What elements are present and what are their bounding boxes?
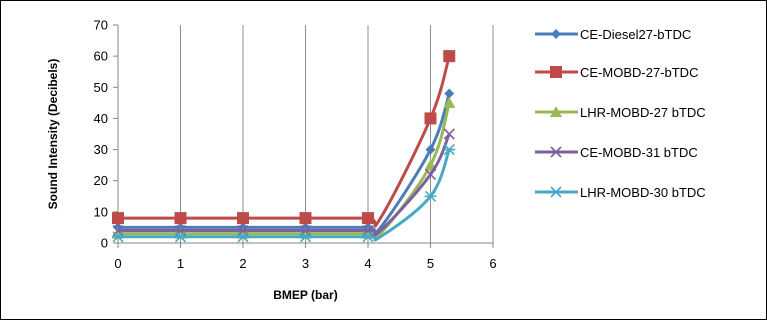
axes: 0 10 20 30 40 50 60 70 0 1 2 3 4 5 6: [94, 18, 497, 272]
legend-marker: [550, 146, 562, 158]
x-tick-label: 6: [489, 256, 496, 271]
y-tick-label: 30: [94, 142, 108, 157]
x-tick-label: 2: [239, 256, 246, 271]
legend-label: LHR-MOBD-30 bTDC: [580, 185, 706, 200]
data-point: [444, 88, 455, 99]
legend-entry: CE-MOBD-27-bTDC: [535, 65, 698, 80]
legend: CE-Diesel27-bTDC CE-MOBD-27-bTDC LHR-MOBD-…: [535, 27, 706, 200]
legend-label: CE-Diesel27-bTDC: [580, 27, 691, 42]
series-line: [117, 93, 451, 236]
x-tick-label: 4: [364, 256, 371, 271]
legend-label: LHR-MOBD-27 bTDC: [580, 105, 706, 120]
y-tick-label: 20: [94, 173, 108, 188]
data-point: [299, 231, 312, 243]
data-point: [174, 212, 187, 225]
series-line: [118, 133, 451, 237]
series-5: [112, 144, 456, 243]
series-1: [113, 88, 455, 236]
x-tick-label: 0: [114, 256, 121, 271]
x-axis-title: BMEP (bar): [273, 288, 337, 302]
legend-marker: [550, 66, 562, 78]
data-point: [299, 212, 312, 225]
data-point: [424, 168, 437, 181]
data-point: [237, 231, 249, 243]
y-tick-label: 70: [94, 18, 108, 33]
y-axis-title: Sound Intensity (Decibels): [46, 59, 60, 210]
legend-marker: [550, 106, 562, 117]
y-tick-label: 50: [94, 80, 108, 95]
legend-entry: LHR-MOBD-30 bTDC: [535, 185, 706, 200]
legend-entry: CE-Diesel27-bTDC: [535, 27, 691, 42]
data-point: [443, 96, 456, 108]
x-tick-label: 3: [302, 256, 309, 271]
legend-marker: [551, 29, 561, 39]
series-group: [112, 50, 456, 243]
y-tick-label: 10: [94, 204, 108, 219]
data-point: [362, 212, 374, 225]
data-point: [424, 112, 437, 125]
data-point: [362, 231, 374, 243]
data-point: [112, 212, 124, 225]
data-point: [443, 50, 456, 63]
x-tick-label: 1: [177, 256, 184, 271]
data-point: [443, 128, 455, 140]
legend-entry: LHR-MOBD-27 bTDC: [535, 105, 706, 120]
legend-label: CE-MOBD-31 bTDC: [580, 145, 698, 160]
y-tick-label: 0: [101, 236, 108, 251]
x-tick-label: 5: [427, 256, 434, 271]
data-point: [443, 144, 456, 156]
series-2: [112, 50, 456, 228]
legend-entry: CE-MOBD-31 bTDC: [535, 145, 698, 160]
legend-label: CE-MOBD-27-bTDC: [580, 65, 698, 80]
data-point: [237, 212, 249, 225]
legend-marker: [550, 186, 562, 198]
data-point: [424, 190, 437, 202]
y-tick-label: 60: [94, 49, 108, 64]
data-point: [112, 231, 124, 243]
data-point: [174, 231, 187, 243]
y-tick-label: 40: [94, 111, 108, 126]
data-point: [425, 144, 436, 155]
